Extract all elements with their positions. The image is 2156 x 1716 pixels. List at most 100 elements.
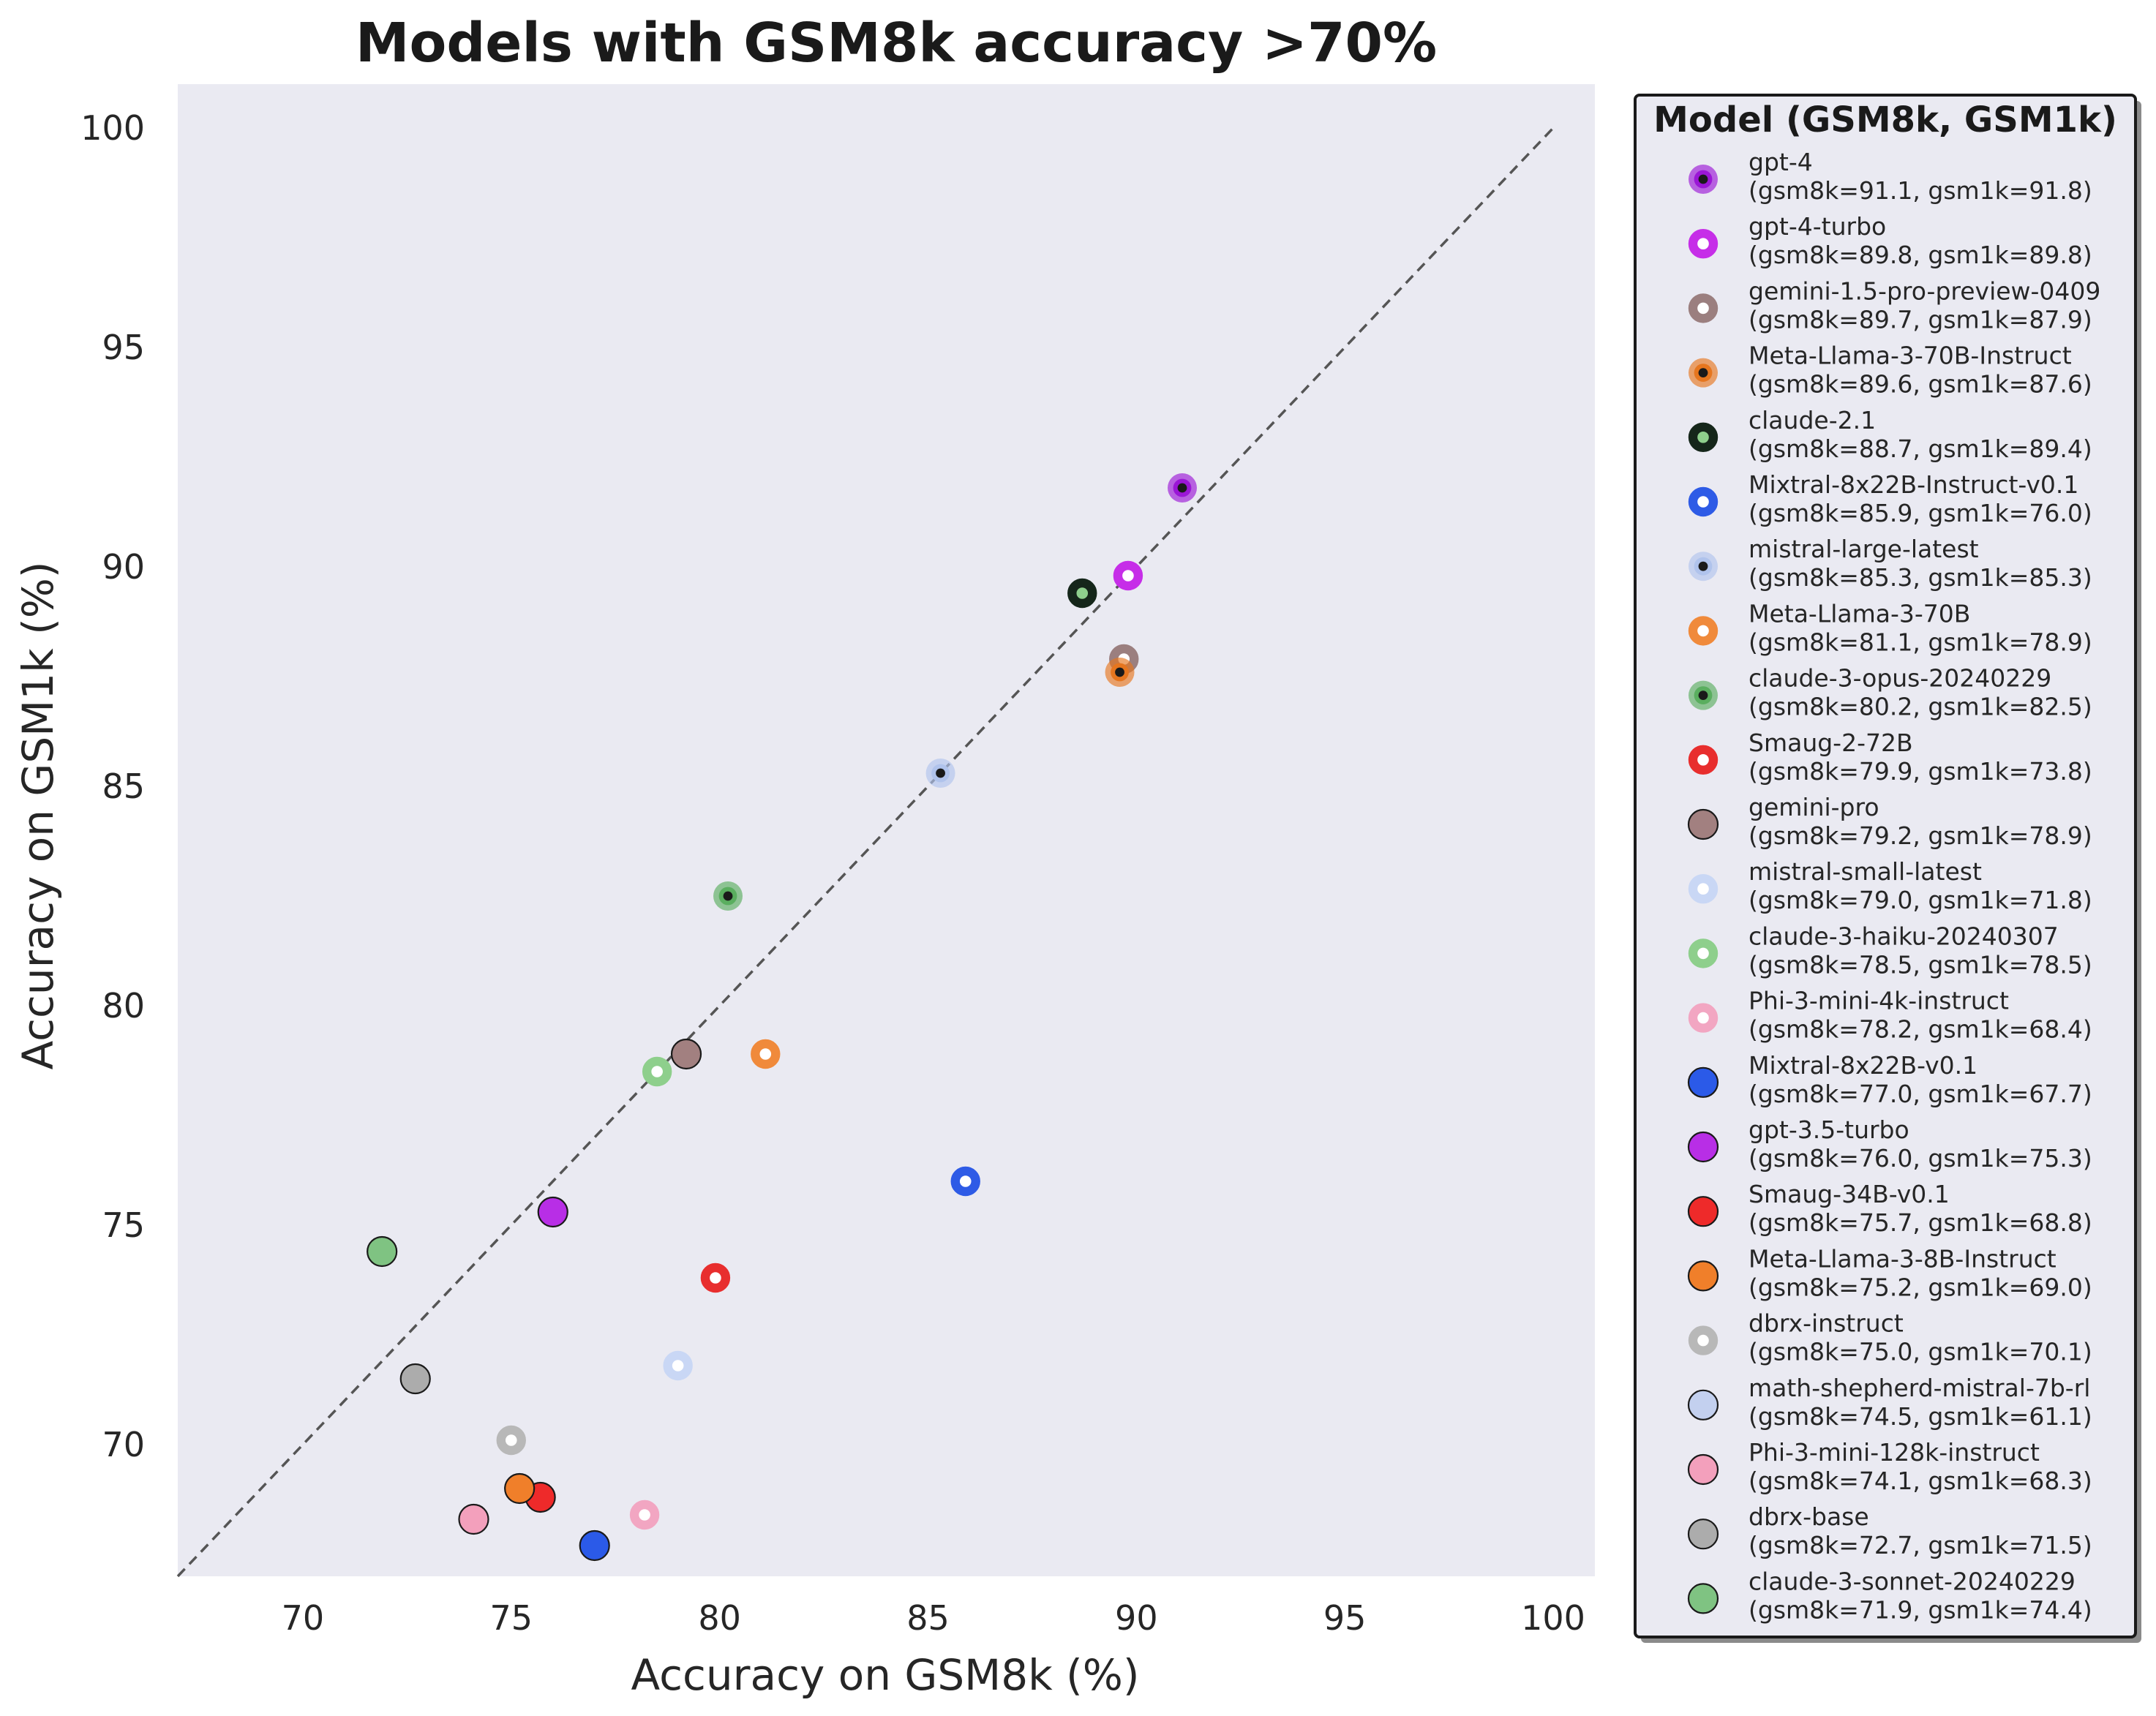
legend-marker: [1689, 165, 1718, 194]
legend-item: Meta-Llama-3-8B-Instruct(gsm8k=75.2, gsm…: [1687, 1244, 2092, 1301]
legend-label: gemini-pro: [1749, 793, 1879, 821]
legend-item: claude-3-opus-20240229(gsm8k=80.2, gsm1k…: [1689, 664, 2092, 721]
legend-values: (gsm8k=85.3, gsm1k=85.3): [1749, 563, 2092, 592]
marker-filled: [1687, 1583, 1719, 1614]
y-tick-label: 85: [102, 767, 145, 806]
legend-item: Phi-3-mini-128k-instruct(gsm8k=74.1, gsm…: [1687, 1438, 2092, 1495]
marker-ring: [1688, 1003, 1719, 1033]
marker-ring: [1688, 1325, 1719, 1355]
x-tick-label: 70: [282, 1598, 325, 1638]
marker-filled: [1687, 1196, 1719, 1227]
legend-item: mistral-small-latest(gsm8k=79.0, gsm1k=7…: [1688, 857, 2092, 914]
y-tick-label: 90: [102, 547, 145, 587]
x-tick-label: 85: [906, 1598, 950, 1638]
legend-item: claude-3-haiku-20240307(gsm8k=78.5, gsm1…: [1688, 922, 2092, 979]
marker-filled: [504, 1472, 536, 1505]
legend-values: (gsm8k=81.1, gsm1k=78.9): [1749, 628, 2092, 656]
legend-values: (gsm8k=72.7, gsm1k=71.5): [1749, 1531, 2092, 1559]
legend-item: gemini-1.5-pro-preview-0409(gsm8k=89.7, …: [1688, 276, 2100, 334]
legend-label: claude-3-opus-20240229: [1749, 664, 2051, 693]
marker-ring: [642, 1056, 672, 1087]
marker-filled: [1687, 1519, 1719, 1550]
marker-center: [1177, 483, 1187, 493]
legend-item: Meta-Llama-3-70B(gsm8k=81.1, gsm1k=78.9): [1688, 599, 2092, 656]
marker-center: [1698, 174, 1708, 184]
legend-label: claude-3-sonnet-20240229: [1749, 1567, 2076, 1595]
x-axis-label: Accuracy on GSM8k (%): [631, 1650, 1139, 1700]
legend-values: (gsm8k=79.9, gsm1k=73.8): [1749, 757, 2092, 786]
marker-center: [1698, 561, 1708, 571]
legend-values: (gsm8k=89.6, gsm1k=87.6): [1749, 370, 2092, 399]
point-Meta-Llama-3-70B: [751, 1039, 781, 1069]
legend-values: (gsm8k=89.7, gsm1k=87.9): [1749, 305, 2092, 334]
point-Meta-Llama-3-8B-Instruct: [504, 1472, 536, 1505]
marker-filled: [367, 1235, 398, 1268]
legend-values: (gsm8k=91.1, gsm1k=91.8): [1749, 176, 2092, 205]
legend-marker: [1688, 422, 1719, 452]
marker-filled: [1687, 1066, 1719, 1098]
legend-values: (gsm8k=71.9, gsm1k=74.4): [1749, 1595, 2092, 1624]
marker-filled: [1687, 808, 1719, 840]
legend-values: (gsm8k=78.2, gsm1k=68.4): [1749, 1015, 2092, 1044]
legend-item: gpt-4-turbo(gsm8k=89.8, gsm1k=89.8): [1688, 212, 2092, 269]
data-points: [367, 473, 1197, 1562]
marker-ring: [1688, 938, 1719, 968]
y-axis-label: Accuracy on GSM1k (%): [13, 561, 63, 1069]
legend-item: Smaug-34B-v0.1(gsm8k=75.7, gsm1k=68.8): [1687, 1180, 2092, 1237]
point-gpt-3.5-turbo: [537, 1196, 568, 1228]
marker-filled: [1687, 1260, 1719, 1292]
marker-center: [1698, 368, 1708, 377]
marker-filled: [537, 1196, 568, 1228]
point-gpt-4-turbo: [1113, 560, 1143, 591]
legend-box: [1634, 94, 2137, 1638]
marker-filled: [1687, 1389, 1719, 1420]
point-gpt-4: [1167, 473, 1197, 503]
legend-item: Meta-Llama-3-70B-Instruct(gsm8k=89.6, gs…: [1689, 342, 2092, 399]
marker-ring: [751, 1039, 781, 1069]
legend-label: Phi-3-mini-4k-instruct: [1749, 987, 2009, 1015]
point-Phi-3-mini-4k-instruct: [629, 1499, 660, 1530]
legend-label: Meta-Llama-3-70B-Instruct: [1749, 342, 2072, 370]
marker-ring: [1688, 616, 1719, 646]
legend-label: claude-2.1: [1749, 406, 1876, 434]
legend-values: (gsm8k=74.5, gsm1k=61.1): [1749, 1402, 2092, 1431]
point-gemini-pro: [670, 1038, 702, 1070]
legend-label: dbrx-instruct: [1749, 1309, 1904, 1338]
legend-item: dbrx-instruct(gsm8k=75.0, gsm1k=70.1): [1688, 1309, 2092, 1366]
legend-marker: [1689, 358, 1718, 388]
legend-marker: [1688, 1325, 1719, 1355]
legend-values: (gsm8k=77.0, gsm1k=67.7): [1749, 1080, 2092, 1108]
legend-values: (gsm8k=88.7, gsm1k=89.4): [1749, 434, 2092, 463]
legend-label: gpt-4: [1749, 148, 1813, 176]
legend-item: math-shepherd-mistral-7b-rl(gsm8k=74.5, …: [1687, 1374, 2092, 1431]
point-claude-3-opus-20240229: [713, 881, 743, 911]
y-tick-label: 75: [102, 1205, 145, 1245]
legend-marker: [1687, 1583, 1719, 1614]
marker-ring: [663, 1350, 693, 1381]
marker-ring: [1688, 229, 1719, 259]
legend-marker: [1689, 680, 1718, 710]
legend-item: mistral-large-latest(gsm8k=85.3, gsm1k=8…: [1689, 535, 2092, 592]
legend-marker: [1687, 1519, 1719, 1550]
y-tick-label: 70: [102, 1425, 145, 1464]
marker-filled: [670, 1038, 702, 1070]
x-tick-label: 75: [489, 1598, 533, 1638]
marker-ring: [1688, 422, 1719, 452]
legend-item: gpt-4(gsm8k=91.1, gsm1k=91.8): [1689, 148, 2092, 205]
legend-label: claude-3-haiku-20240307: [1749, 922, 2059, 950]
legend-marker: [1688, 293, 1719, 323]
legend-values: (gsm8k=74.1, gsm1k=68.3): [1749, 1467, 2092, 1495]
legend-item: Mixtral-8x22B-v0.1(gsm8k=77.0, gsm1k=67.…: [1687, 1051, 2092, 1108]
x-tick-label: 80: [698, 1598, 741, 1638]
legend-items: gpt-4(gsm8k=91.1, gsm1k=91.8) gpt-4-turbo…: [1687, 148, 2100, 1624]
point-mistral-large-latest: [925, 759, 955, 788]
legend-values: (gsm8k=75.2, gsm1k=69.0): [1749, 1273, 2092, 1301]
legend-marker: [1687, 1196, 1719, 1227]
marker-filled: [399, 1363, 431, 1395]
legend-values: (gsm8k=79.0, gsm1k=71.8): [1749, 886, 2092, 914]
legend-label: Meta-Llama-3-8B-Instruct: [1749, 1244, 2057, 1273]
y-tick-label: 80: [102, 986, 145, 1026]
marker-ring: [1688, 745, 1719, 775]
legend-label: dbrx-base: [1749, 1502, 1869, 1531]
point-Mixtral-8x22B-v0.1: [579, 1529, 610, 1562]
